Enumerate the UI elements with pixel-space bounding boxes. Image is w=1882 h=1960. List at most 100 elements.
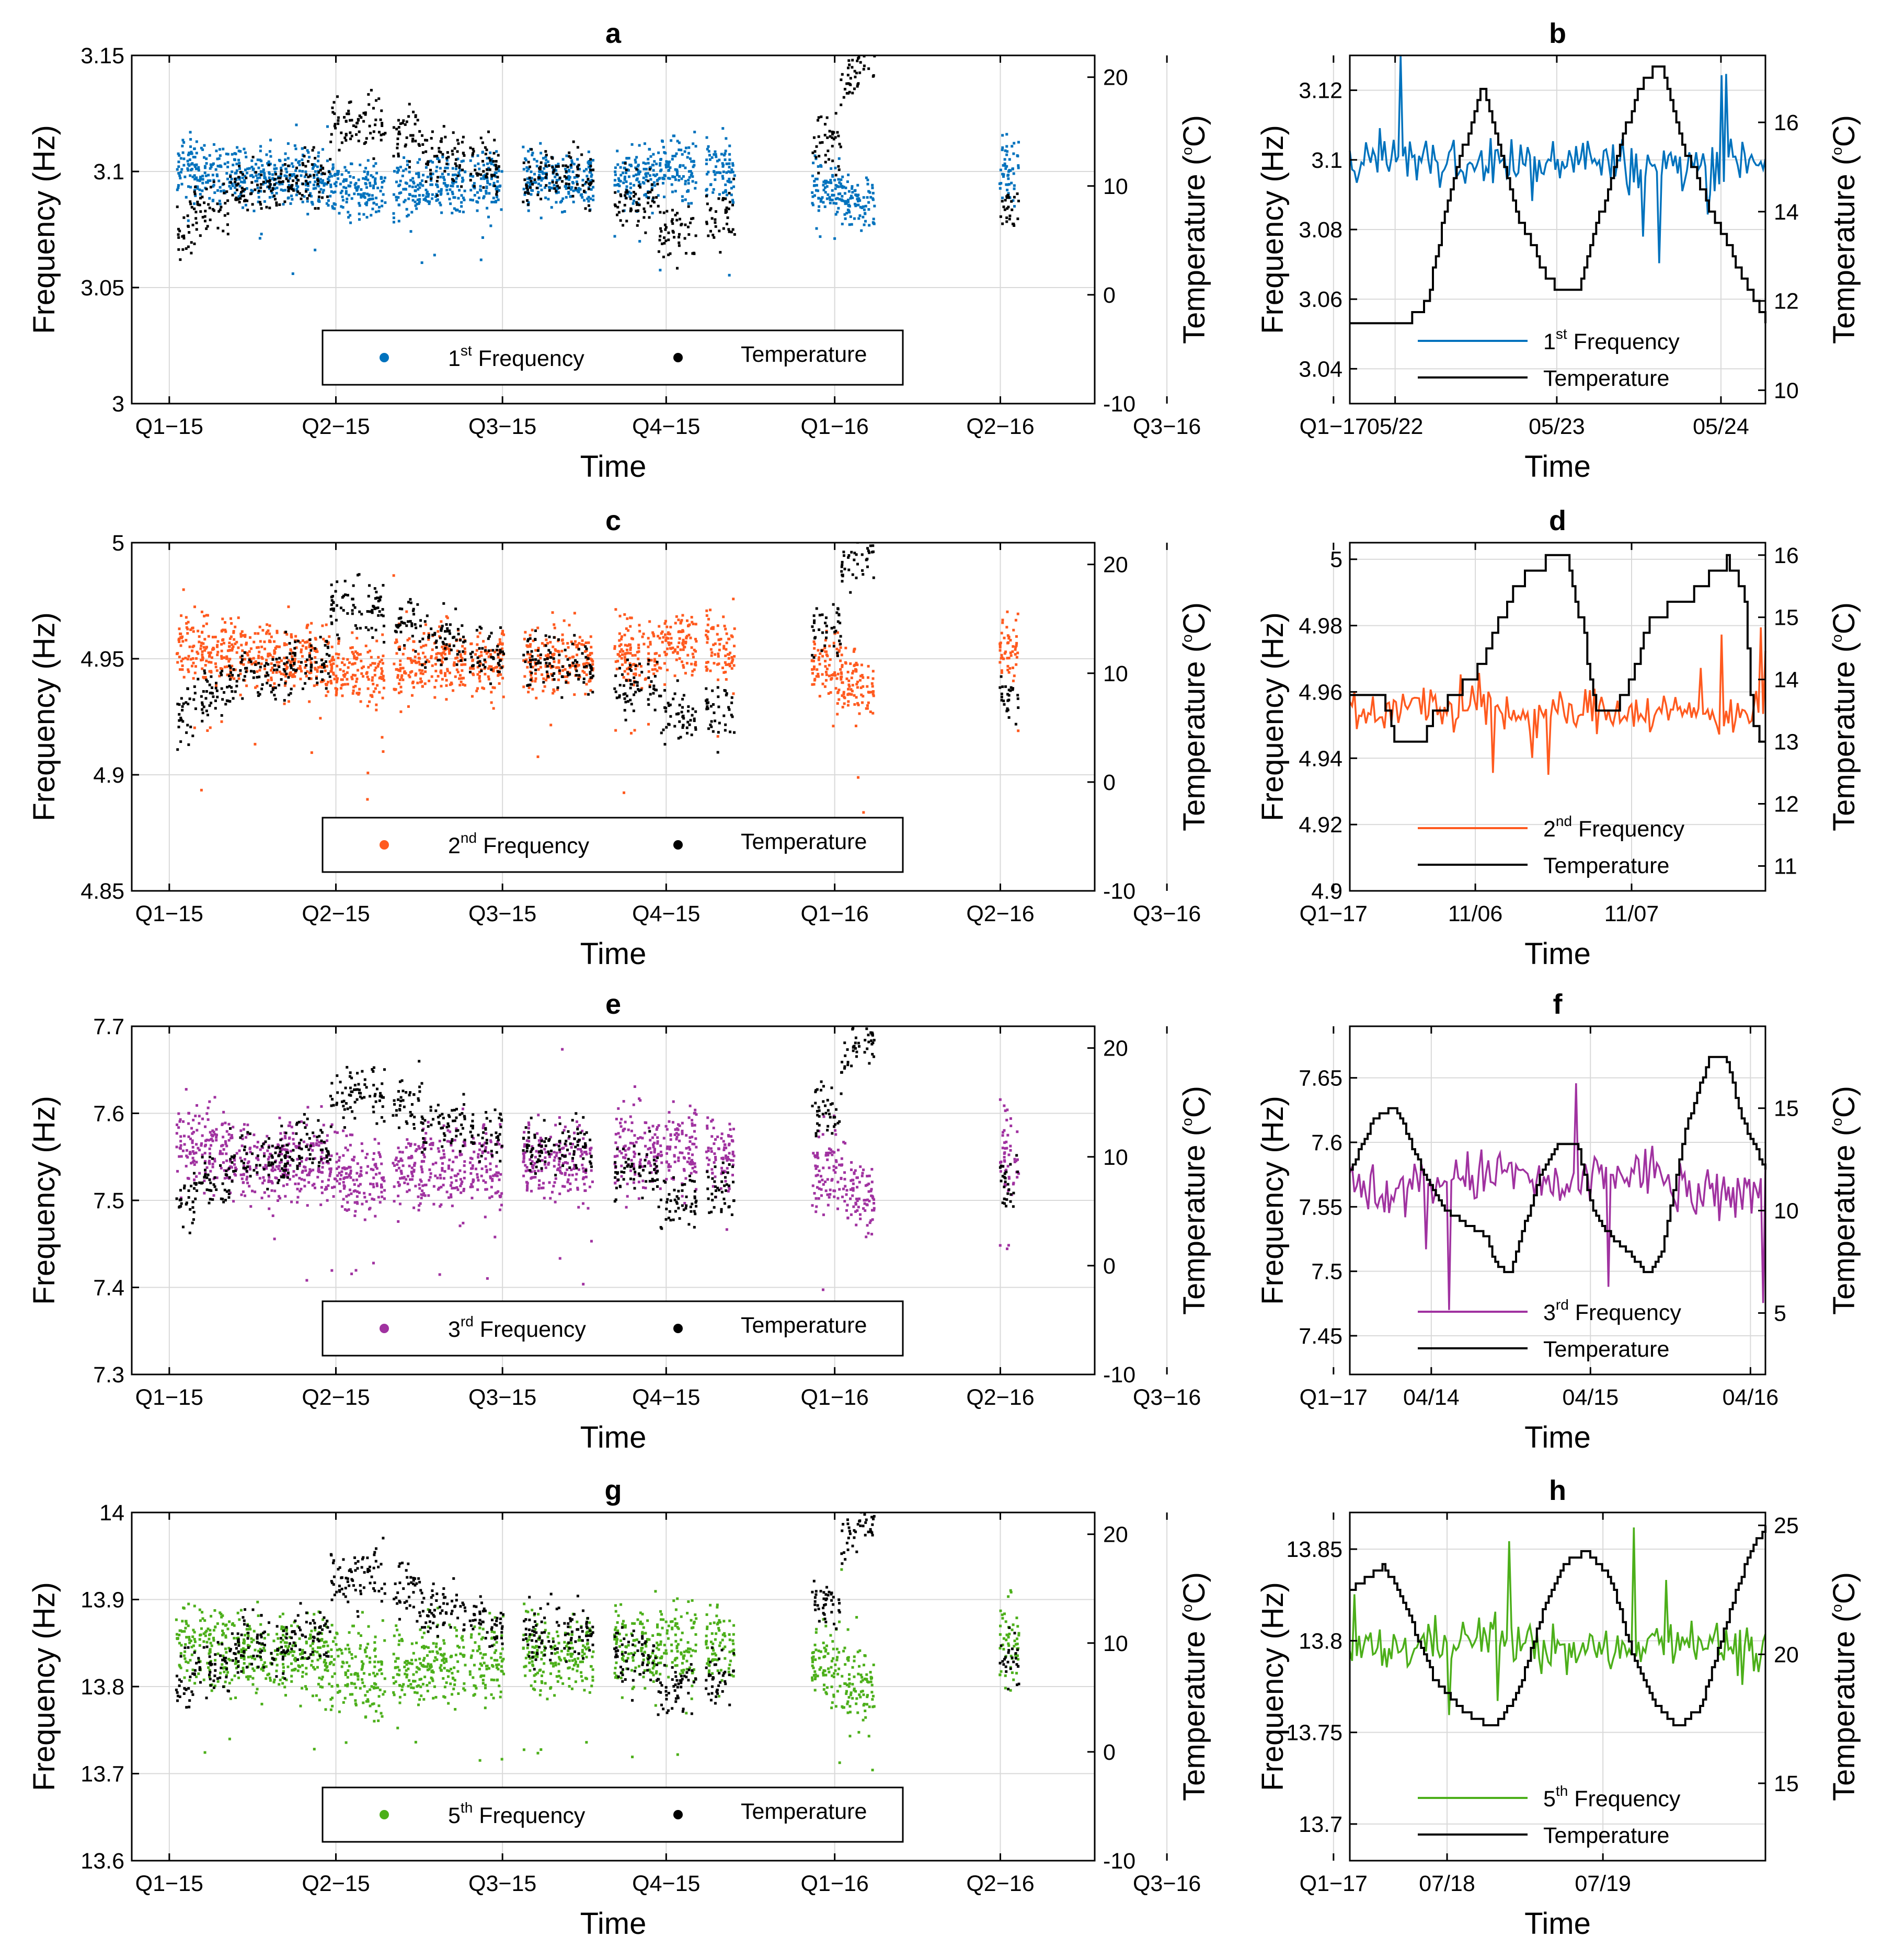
temperature-point: [232, 668, 235, 671]
frequency-point: [871, 712, 875, 715]
temperature-point: [725, 222, 728, 225]
temperature-point: [855, 536, 858, 538]
temperature-point: [639, 186, 642, 189]
frequency-point: [191, 649, 194, 652]
frequency-point: [853, 202, 856, 205]
frequency-point: [187, 169, 190, 172]
frequency-point: [199, 647, 202, 650]
y2-label-end: C): [1827, 115, 1861, 147]
frequency-point: [530, 177, 533, 180]
temperature-point: [553, 672, 556, 675]
temperature-point: [556, 686, 559, 689]
temperature-point: [635, 201, 638, 204]
frequency-point: [721, 165, 725, 168]
temperature-point: [259, 186, 262, 189]
frequency-point: [430, 656, 433, 659]
temperature-point: [1016, 694, 1019, 697]
temperature-point: [231, 673, 234, 677]
frequency-point: [474, 653, 477, 656]
temperature-point: [430, 147, 433, 150]
temperature-point: [283, 200, 286, 203]
temperature-point: [368, 124, 371, 128]
frequency-point: [437, 157, 440, 160]
frequency-point: [313, 163, 316, 166]
frequency-point: [866, 685, 869, 688]
frequency-point: [841, 681, 844, 684]
frequency-point: [714, 150, 717, 153]
frequency-line: [1349, 55, 1766, 263]
frequency-point: [1003, 158, 1006, 161]
frequency-point: [674, 190, 677, 193]
frequency-point: [319, 188, 323, 191]
frequency-point: [292, 173, 295, 176]
frequency-point: [228, 658, 232, 661]
frequency-point: [414, 659, 417, 662]
frequency-point: [812, 683, 816, 686]
temperature-point: [640, 671, 644, 674]
legend-prefix: 1: [1543, 329, 1556, 354]
frequency-point: [380, 177, 383, 180]
frequency-point: [446, 616, 449, 620]
frequency-point: [429, 175, 432, 178]
temperature-point: [820, 649, 823, 652]
temperature-point: [307, 175, 310, 178]
frequency-point: [358, 204, 361, 207]
temperature-point: [836, 651, 839, 655]
frequency-point: [846, 693, 850, 696]
frequency-point: [684, 146, 687, 150]
frequency-point: [834, 213, 837, 216]
temperature-point: [486, 168, 489, 171]
frequency-point: [189, 1137, 192, 1140]
temperature-point: [590, 665, 593, 668]
temperature-point: [531, 182, 534, 186]
temperature-point: [461, 141, 464, 144]
frequency-point: [190, 168, 193, 171]
frequency-point: [440, 189, 443, 192]
temperature-point: [408, 166, 411, 169]
frequency-point: [418, 198, 421, 201]
frequency-point: [830, 674, 833, 677]
frequency-point: [231, 647, 234, 650]
temperature-point: [190, 251, 193, 255]
temperature-point: [192, 698, 196, 701]
frequency-point: [813, 180, 816, 183]
frequency-point: [261, 657, 264, 660]
frequency-point: [478, 680, 481, 683]
frequency-point: [817, 672, 820, 675]
temperature-point: [448, 629, 451, 633]
frequency-point: [406, 638, 409, 641]
frequency-point: [458, 210, 461, 213]
temperature-point: [1006, 194, 1009, 197]
temperature-point: [840, 104, 843, 107]
frequency-point: [490, 177, 493, 180]
frequency-point: [304, 184, 307, 187]
frequency-point: [690, 202, 693, 205]
temperature-point: [439, 140, 442, 143]
temperature-point: [551, 674, 554, 677]
temperature-point: [280, 172, 283, 175]
frequency-point: [553, 660, 556, 663]
frequency-point: [683, 646, 686, 649]
temperature-point: [355, 122, 359, 125]
frequency-point: [485, 190, 488, 193]
frequency-point: [201, 178, 204, 181]
frequency-point: [457, 660, 460, 663]
temperature-point: [404, 123, 407, 126]
frequency-point: [267, 162, 270, 165]
temperature-point: [624, 701, 627, 704]
temperature-point: [201, 708, 204, 711]
frequency-point: [440, 659, 443, 662]
frequency-point: [811, 668, 814, 671]
temperature-point: [206, 680, 209, 683]
temperature-point: [374, 118, 377, 121]
temperature-point: [268, 180, 271, 183]
frequency-point: [836, 672, 840, 675]
frequency-point: [451, 185, 454, 188]
frequency-point: [445, 645, 448, 648]
frequency-point: [384, 201, 387, 204]
frequency-point: [418, 200, 421, 203]
frequency-point: [629, 731, 633, 735]
temperature-point: [266, 671, 269, 674]
temperature-point: [438, 147, 441, 150]
temperature-point: [522, 200, 525, 203]
